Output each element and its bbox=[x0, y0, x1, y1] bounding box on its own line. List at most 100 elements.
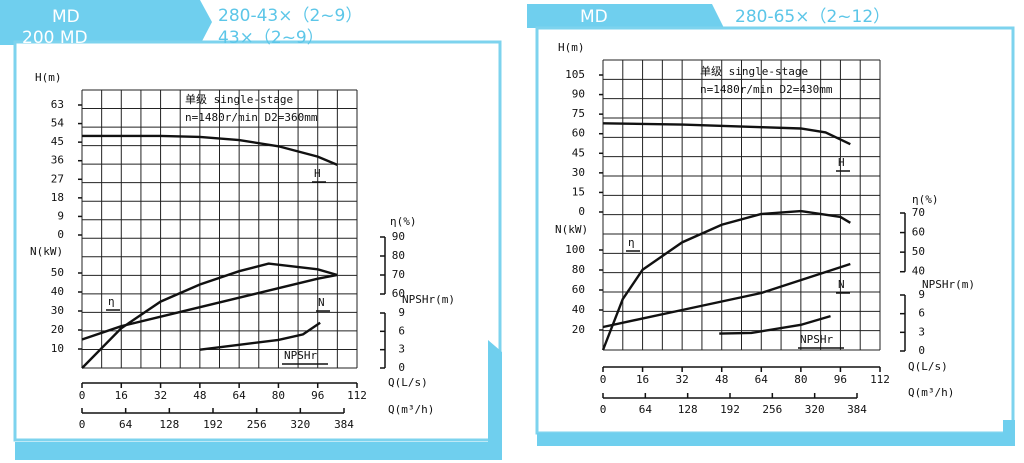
y-tick-label: 6 bbox=[398, 324, 405, 337]
panel-accent bbox=[15, 340, 502, 460]
y-tick-label: 9 bbox=[918, 288, 925, 301]
curve-label: N bbox=[838, 278, 845, 291]
curve-label: H bbox=[314, 167, 321, 180]
y-tick-label: 40 bbox=[912, 265, 925, 278]
x2-tick-label: 256 bbox=[762, 403, 782, 416]
x-tick-label: 80 bbox=[272, 389, 285, 402]
x-tick-label: 16 bbox=[636, 373, 649, 386]
annotation: 单级 single-stage bbox=[700, 65, 808, 78]
curve-label: NPSHr bbox=[284, 349, 317, 362]
y-tick-label: 3 bbox=[398, 343, 405, 356]
x2-tick-label: 384 bbox=[847, 403, 867, 416]
curve bbox=[602, 122, 851, 146]
y-tick-label: 40 bbox=[51, 285, 64, 298]
x2-tick-label: 64 bbox=[119, 418, 133, 431]
tab-label: MD bbox=[52, 7, 80, 27]
x-tick-label: 64 bbox=[233, 389, 247, 402]
spec: 280-43×（2~9） bbox=[218, 6, 362, 26]
y-tick-label: 0 bbox=[57, 228, 64, 241]
curve bbox=[82, 134, 338, 166]
y-tick-label: 20 bbox=[51, 323, 64, 336]
y-tick-label: 50 bbox=[912, 245, 925, 258]
y-tick-label: 0 bbox=[398, 361, 405, 374]
curve bbox=[602, 262, 851, 329]
y-tick-label: 15 bbox=[572, 185, 585, 198]
y-tick-label: 75 bbox=[572, 107, 585, 120]
y-tick-label: 90 bbox=[392, 230, 405, 243]
y-axis-label: H(m) bbox=[558, 41, 585, 54]
y-tick-label: 30 bbox=[572, 166, 585, 179]
y-tick-label: 9 bbox=[57, 209, 64, 222]
spec: 43×（2~9） bbox=[218, 28, 324, 48]
y-tick-label: 100 bbox=[565, 243, 585, 256]
y-axis-label: NPSHr(m) bbox=[402, 293, 455, 306]
x-tick-label: 0 bbox=[600, 373, 607, 386]
y-tick-label: 60 bbox=[572, 283, 585, 296]
y-tick-label: 50 bbox=[51, 266, 64, 279]
y-tick-label: 60 bbox=[572, 127, 585, 140]
x-tick-label: 16 bbox=[115, 389, 128, 402]
x-tick-label: 96 bbox=[311, 389, 324, 402]
curve bbox=[719, 315, 831, 335]
y-tick-label: 40 bbox=[572, 303, 585, 316]
curve-label: η bbox=[108, 295, 115, 308]
tab bbox=[0, 0, 212, 45]
y-tick-label: 20 bbox=[572, 323, 585, 336]
annotation: n=1480r/min D2=360mm bbox=[185, 111, 318, 124]
y-tick-label: 0 bbox=[578, 205, 585, 218]
y-axis-label: N(kW) bbox=[30, 245, 63, 258]
tab-label: 200 MD bbox=[22, 28, 88, 48]
y-tick-label: 60 bbox=[392, 287, 405, 300]
y-tick-label: 63 bbox=[51, 98, 64, 111]
spec: 280-65×（2~12） bbox=[735, 7, 890, 27]
x2-tick-label: 192 bbox=[720, 403, 740, 416]
x-tick-label: 48 bbox=[193, 389, 206, 402]
x-axis-label: Q(L/s) bbox=[388, 376, 428, 389]
y-axis-label: η(%) bbox=[390, 215, 417, 228]
y-axis-label: H(m) bbox=[35, 71, 62, 84]
y-tick-label: 6 bbox=[918, 307, 925, 320]
tab-label: MD bbox=[580, 7, 608, 27]
y-tick-label: 45 bbox=[51, 135, 64, 148]
x-tick-label: 80 bbox=[794, 373, 807, 386]
y-tick-label: 36 bbox=[51, 154, 64, 167]
x2-tick-label: 0 bbox=[600, 403, 607, 416]
y-tick-label: 80 bbox=[392, 249, 405, 262]
x-tick-label: 112 bbox=[347, 389, 367, 402]
y-tick-label: 10 bbox=[51, 342, 64, 355]
y-tick-label: 60 bbox=[912, 226, 925, 239]
y-tick-label: 9 bbox=[398, 306, 405, 319]
y-tick-label: 80 bbox=[572, 263, 585, 276]
panel-accent bbox=[537, 420, 1015, 446]
curve-label: H bbox=[838, 156, 845, 169]
x2-tick-label: 320 bbox=[290, 418, 310, 431]
y-tick-label: 3 bbox=[918, 325, 925, 338]
y-axis-label: η(%) bbox=[912, 193, 939, 206]
x-axis-label: Q(L/s) bbox=[908, 360, 948, 373]
x2-tick-label: 128 bbox=[159, 418, 179, 431]
x2-tick-label: 256 bbox=[247, 418, 267, 431]
x2-tick-label: 384 bbox=[334, 418, 354, 431]
curve-label: η bbox=[628, 236, 635, 249]
y-tick-label: 30 bbox=[51, 304, 64, 317]
y-tick-label: 45 bbox=[572, 146, 585, 159]
x2-tick-label: 192 bbox=[203, 418, 223, 431]
x-tick-label: 32 bbox=[676, 373, 689, 386]
y-tick-label: 70 bbox=[392, 268, 405, 281]
y-tick-label: 70 bbox=[912, 206, 925, 219]
panel-box bbox=[535, 26, 1015, 435]
x-tick-label: 32 bbox=[154, 389, 167, 402]
x-tick-label: 64 bbox=[755, 373, 769, 386]
y-tick-label: 54 bbox=[51, 117, 65, 130]
annotation: 单级 single-stage bbox=[185, 93, 293, 106]
curve-label: NPSHr bbox=[800, 333, 833, 346]
y-axis-label: NPSHr(m) bbox=[922, 278, 975, 291]
x-tick-label: 96 bbox=[834, 373, 847, 386]
curve-label: N bbox=[318, 296, 325, 309]
x2-axis-label: Q(m³/h) bbox=[388, 403, 434, 416]
y-tick-label: 27 bbox=[51, 172, 64, 185]
annotation: n=1480r/min D2=430mm bbox=[700, 83, 833, 96]
y-tick-label: 90 bbox=[572, 88, 585, 101]
tab bbox=[527, 4, 724, 28]
